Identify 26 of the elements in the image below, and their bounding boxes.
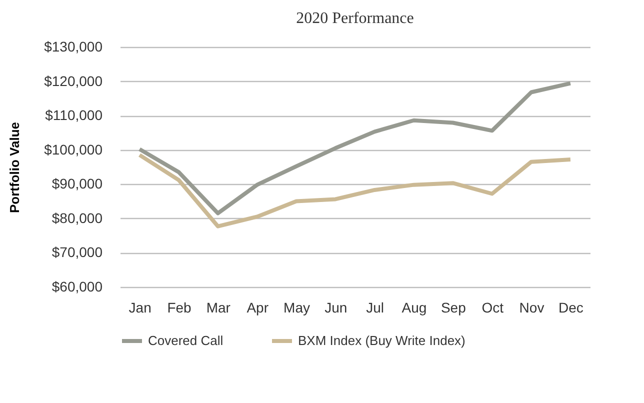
line-series xyxy=(138,81,572,216)
y-tick-label: $100,000 xyxy=(44,141,103,158)
x-tick-label: Jan xyxy=(128,300,152,316)
legend-label: BXM Index (Buy Write Index) xyxy=(298,333,466,348)
chart-title: 2020 Performance xyxy=(296,10,414,27)
x-tick-label: Aug xyxy=(402,300,427,316)
x-tick-label: Jul xyxy=(366,300,384,316)
legend-label: Covered Call xyxy=(148,333,224,348)
x-tick-label: Feb xyxy=(167,300,192,316)
x-tick-label: Nov xyxy=(519,300,544,316)
line-series xyxy=(138,153,572,228)
x-tick-label: May xyxy=(284,300,310,316)
x-tick-label: Sep xyxy=(440,300,466,316)
x-tick-label: Apr xyxy=(246,300,269,316)
y-tick-label: $60,000 xyxy=(52,278,103,294)
x-tick-label: Jun xyxy=(324,300,348,316)
y-tick-label: $70,000 xyxy=(52,244,103,260)
x-tick-label: Dec xyxy=(558,300,584,316)
y-tick-label: $120,000 xyxy=(44,72,103,89)
x-tick-label: Oct xyxy=(482,300,504,316)
y-tick-label: $80,000 xyxy=(52,210,103,226)
y-axis-title: Portfolio Value xyxy=(7,122,22,214)
y-tick-label: $110,000 xyxy=(45,107,103,124)
y-tick-label: $130,000 xyxy=(44,38,103,54)
y-tick-label: $90,000 xyxy=(52,176,103,192)
x-tick-label: Mar xyxy=(206,300,231,316)
